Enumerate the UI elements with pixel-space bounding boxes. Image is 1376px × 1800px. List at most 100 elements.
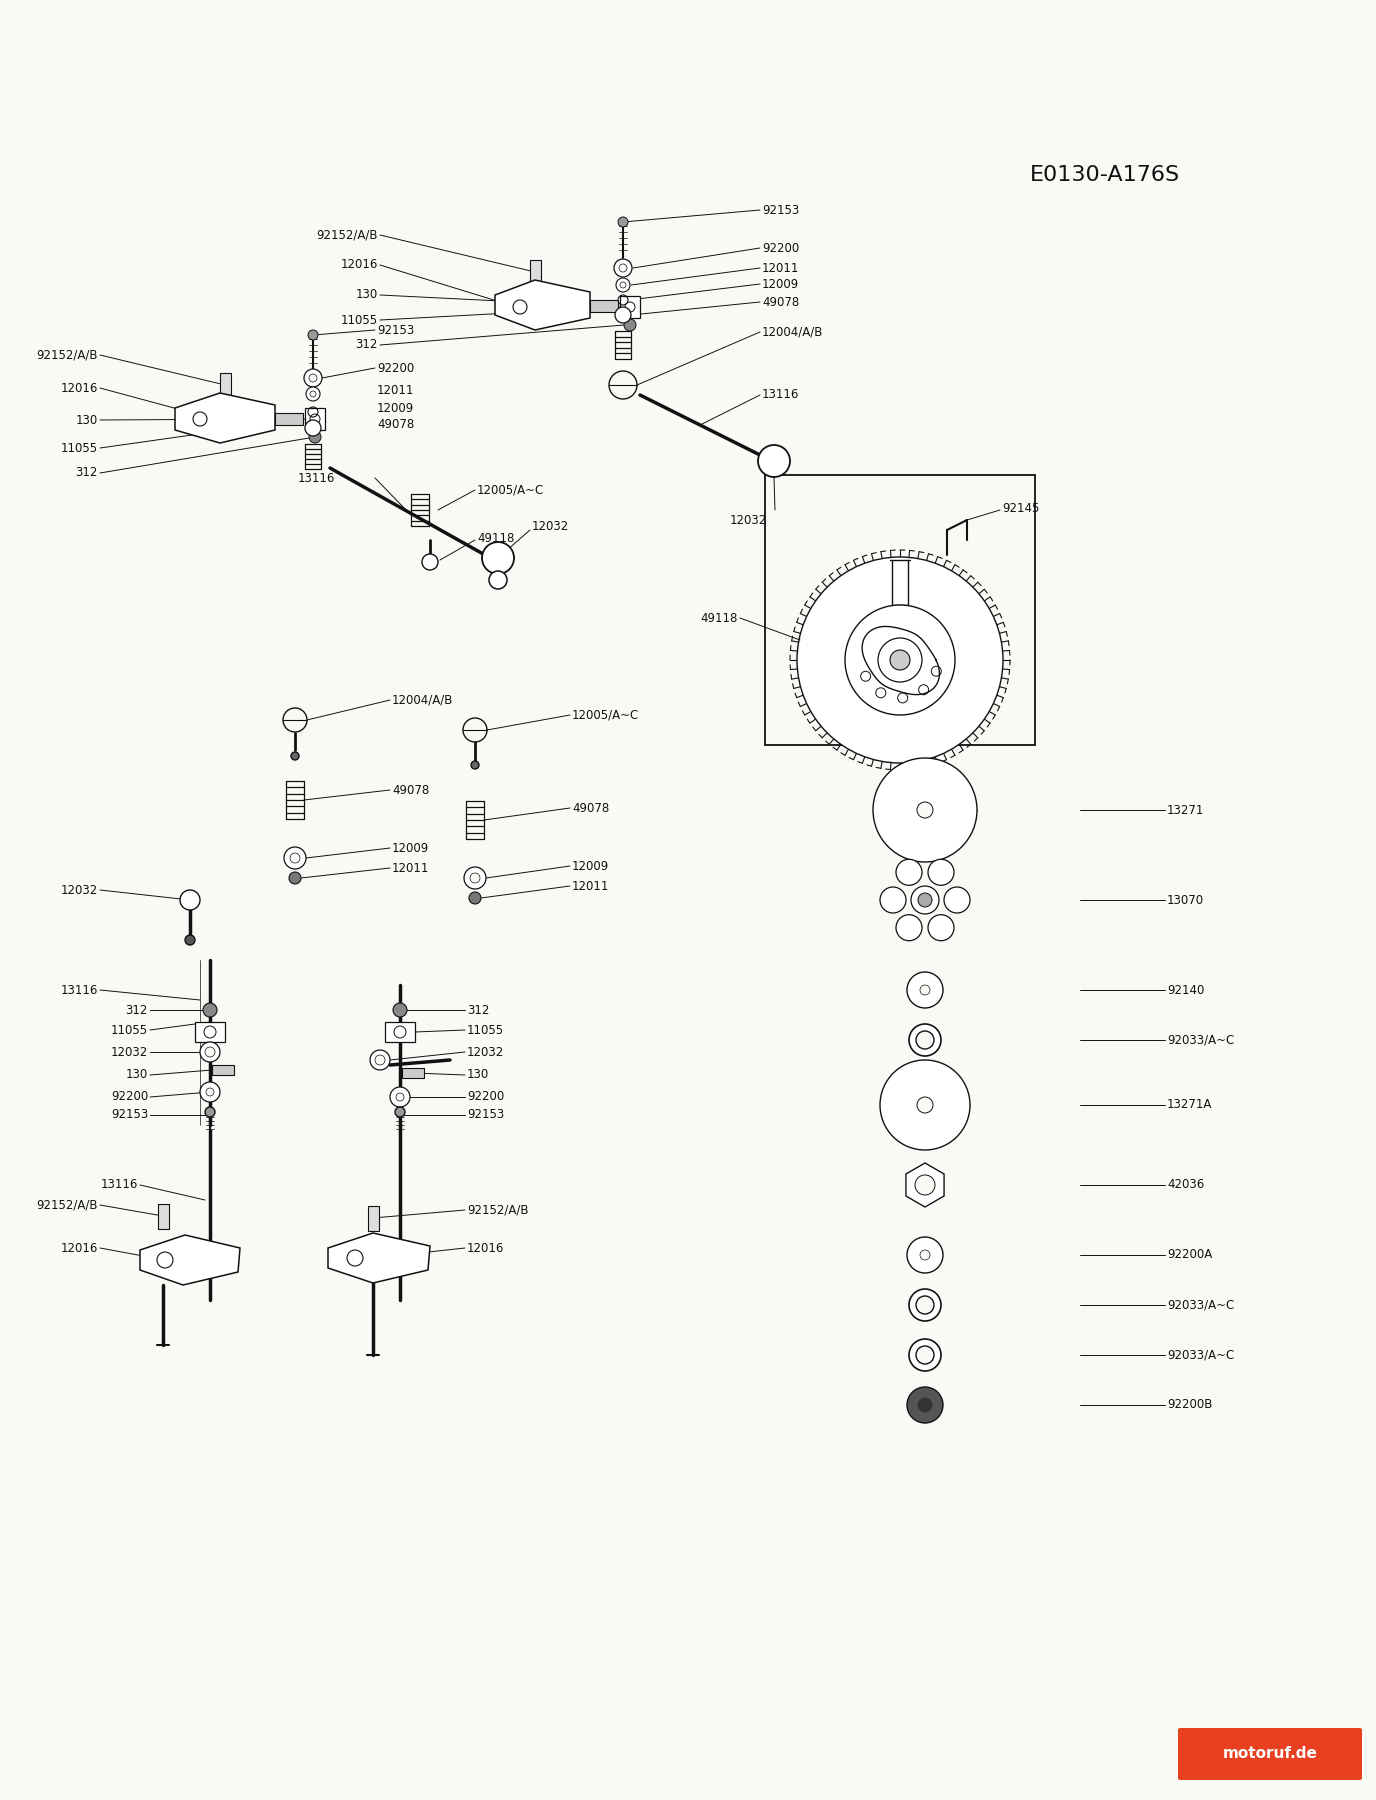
Circle shape bbox=[422, 554, 438, 571]
Text: 12009: 12009 bbox=[572, 860, 610, 873]
Text: 13116: 13116 bbox=[299, 472, 336, 484]
Polygon shape bbox=[140, 1235, 239, 1285]
Circle shape bbox=[916, 1346, 934, 1364]
Circle shape bbox=[916, 1031, 934, 1049]
Circle shape bbox=[488, 571, 506, 589]
Circle shape bbox=[907, 1237, 943, 1273]
Text: 13271: 13271 bbox=[1167, 803, 1204, 817]
Text: 11055: 11055 bbox=[341, 313, 378, 326]
Circle shape bbox=[180, 889, 200, 911]
Circle shape bbox=[921, 985, 930, 995]
Circle shape bbox=[890, 650, 910, 670]
Text: 12032: 12032 bbox=[731, 513, 768, 526]
Bar bbox=[220, 373, 231, 398]
Text: 12032: 12032 bbox=[533, 520, 570, 533]
Text: 92200: 92200 bbox=[466, 1091, 504, 1103]
Text: 13116: 13116 bbox=[61, 983, 98, 997]
Polygon shape bbox=[175, 392, 275, 443]
Text: 13070: 13070 bbox=[1167, 893, 1204, 907]
Bar bbox=[367, 1206, 378, 1231]
Text: 12011: 12011 bbox=[762, 261, 799, 274]
Circle shape bbox=[881, 1060, 970, 1150]
Text: E0130-A176S: E0130-A176S bbox=[1031, 166, 1181, 185]
Circle shape bbox=[616, 277, 630, 292]
Text: 92153: 92153 bbox=[110, 1109, 149, 1121]
Text: 130: 130 bbox=[125, 1069, 149, 1082]
Bar bbox=[195, 1022, 226, 1042]
Circle shape bbox=[482, 542, 515, 574]
Text: 12004/A/B: 12004/A/B bbox=[762, 326, 823, 338]
Circle shape bbox=[310, 374, 316, 382]
Text: 92152/A/B: 92152/A/B bbox=[37, 349, 98, 362]
Circle shape bbox=[289, 871, 301, 884]
Circle shape bbox=[310, 430, 321, 443]
Text: 12016: 12016 bbox=[341, 259, 378, 272]
Circle shape bbox=[204, 1003, 217, 1017]
Text: 13116: 13116 bbox=[100, 1179, 138, 1192]
Text: 49078: 49078 bbox=[392, 783, 429, 796]
Text: 12016: 12016 bbox=[61, 382, 98, 394]
Circle shape bbox=[471, 761, 479, 769]
Text: 92152/A/B: 92152/A/B bbox=[37, 1199, 98, 1211]
Circle shape bbox=[918, 1399, 932, 1411]
Text: 92152/A/B: 92152/A/B bbox=[466, 1204, 528, 1217]
Text: 92152/A/B: 92152/A/B bbox=[316, 229, 378, 241]
Circle shape bbox=[618, 218, 627, 227]
Circle shape bbox=[944, 887, 970, 913]
Circle shape bbox=[878, 637, 922, 682]
Circle shape bbox=[615, 308, 632, 322]
Circle shape bbox=[394, 1003, 407, 1017]
Circle shape bbox=[797, 556, 1003, 763]
Text: 13116: 13116 bbox=[762, 389, 799, 401]
Text: 92200: 92200 bbox=[110, 1091, 149, 1103]
Circle shape bbox=[200, 1082, 220, 1102]
Text: 12004/A/B: 12004/A/B bbox=[392, 693, 453, 706]
Text: 312: 312 bbox=[125, 1004, 149, 1017]
Text: 130: 130 bbox=[466, 1069, 490, 1082]
Circle shape bbox=[907, 1388, 943, 1424]
Text: 92033/A~C: 92033/A~C bbox=[1167, 1033, 1234, 1046]
Circle shape bbox=[911, 886, 938, 914]
Bar bbox=[157, 1204, 168, 1228]
Text: 49118: 49118 bbox=[700, 612, 738, 625]
Circle shape bbox=[927, 859, 954, 886]
Circle shape bbox=[916, 1296, 934, 1314]
Text: 12009: 12009 bbox=[392, 842, 429, 855]
Circle shape bbox=[896, 914, 922, 941]
Text: 11055: 11055 bbox=[466, 1024, 504, 1037]
Circle shape bbox=[283, 848, 305, 869]
Text: 92153: 92153 bbox=[762, 203, 799, 216]
Text: 12011: 12011 bbox=[392, 862, 429, 875]
Circle shape bbox=[308, 329, 318, 340]
Text: 92033/A~C: 92033/A~C bbox=[1167, 1348, 1234, 1361]
Circle shape bbox=[927, 914, 954, 941]
Bar bbox=[621, 295, 640, 319]
Circle shape bbox=[389, 1087, 410, 1107]
Circle shape bbox=[305, 419, 321, 436]
Text: 130: 130 bbox=[356, 288, 378, 301]
Text: 13271A: 13271A bbox=[1167, 1098, 1212, 1111]
Bar bbox=[765, 475, 1035, 745]
Circle shape bbox=[910, 1339, 941, 1372]
Text: 49078: 49078 bbox=[572, 801, 610, 814]
Text: 92153: 92153 bbox=[466, 1109, 504, 1121]
FancyBboxPatch shape bbox=[1178, 1728, 1362, 1780]
Circle shape bbox=[376, 1055, 385, 1066]
Text: 312: 312 bbox=[355, 338, 378, 351]
Bar bbox=[212, 1066, 234, 1075]
Circle shape bbox=[619, 265, 627, 272]
Text: 312: 312 bbox=[466, 1004, 490, 1017]
Circle shape bbox=[396, 1093, 405, 1102]
Circle shape bbox=[290, 752, 299, 760]
Bar bbox=[275, 412, 303, 425]
Circle shape bbox=[623, 319, 636, 331]
Circle shape bbox=[464, 868, 486, 889]
Circle shape bbox=[370, 1049, 389, 1069]
Circle shape bbox=[881, 887, 905, 913]
Circle shape bbox=[910, 1289, 941, 1321]
Circle shape bbox=[916, 1096, 933, 1112]
Bar bbox=[402, 1067, 424, 1078]
Text: 11055: 11055 bbox=[61, 441, 98, 454]
Circle shape bbox=[471, 873, 480, 884]
Text: 12016: 12016 bbox=[61, 1242, 98, 1255]
